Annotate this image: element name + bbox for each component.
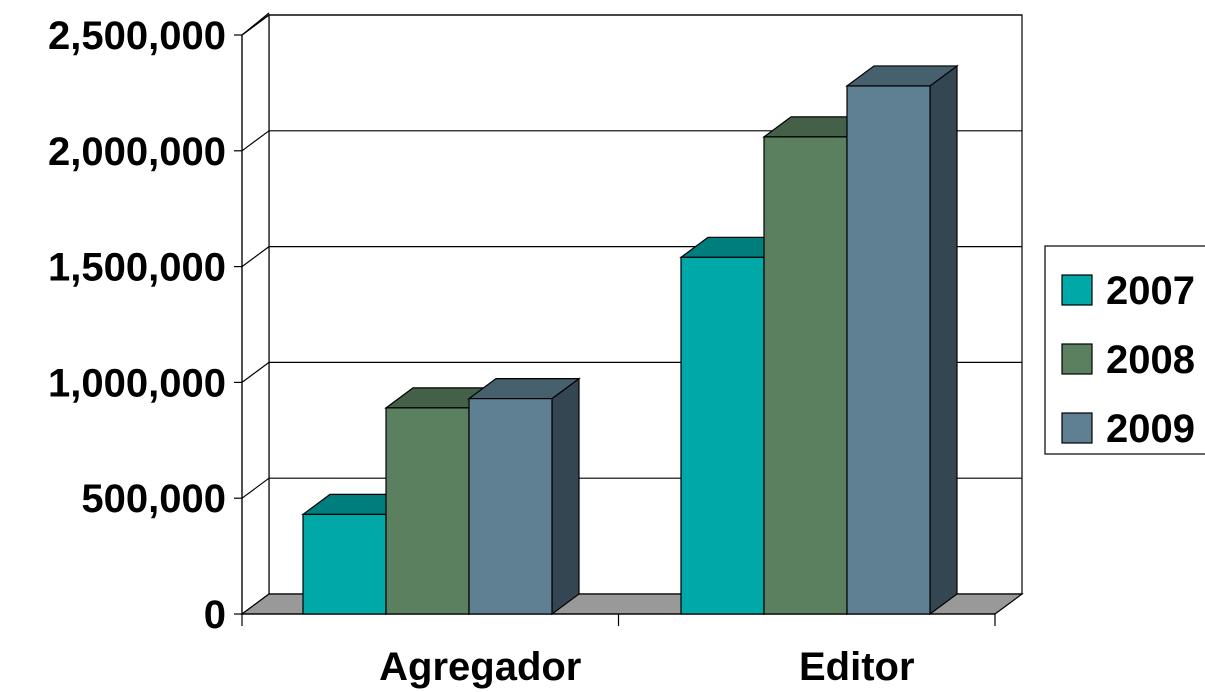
y-tick-label: 2,000,000 [48,130,226,174]
legend-label-2007: 2007 [1106,269,1195,313]
bar-front [763,136,848,615]
gridline-side [241,361,270,383]
bar-2009-Agregador [467,377,581,616]
side-wall [241,13,270,616]
legend-swatch-2008 [1061,343,1093,375]
legend-label-2009: 2009 [1106,407,1195,451]
y-tick-label: 1,000,000 [48,361,226,405]
bar-series [301,64,959,616]
x-tick-label: Agregador [379,645,581,689]
y-tick-label: 1,500,000 [48,246,226,290]
bar-side [551,377,580,616]
y-tick-label: 500,000 [81,477,226,521]
y-tick-label: 2,500,000 [48,14,226,58]
x-tick-label: Editor [799,645,915,689]
bar-front [468,398,553,615]
bar-front [846,85,931,615]
legend: 2007 2008 2009 [1044,245,1205,455]
bar-2009-Editor [845,64,959,616]
legend-label-2008: 2008 [1106,338,1195,382]
gridline-side [241,477,270,499]
bar-side [929,64,958,616]
y-axis-ticks: 0 500,000 1,000,000 1,500,000 2,000,000 2,500… [48,14,242,637]
bar-front [302,513,387,615]
legend-swatch-2007 [1061,274,1093,306]
bar-front [385,407,470,615]
gridline-side [241,246,270,268]
legend-swatch-2009 [1061,412,1093,444]
bar-front [680,256,765,615]
x-axis-ticks: Agregador Editor [241,614,996,689]
axis-depth-line [241,12,270,36]
gridline-side [241,130,270,152]
y-tick-label: 0 [204,593,226,637]
